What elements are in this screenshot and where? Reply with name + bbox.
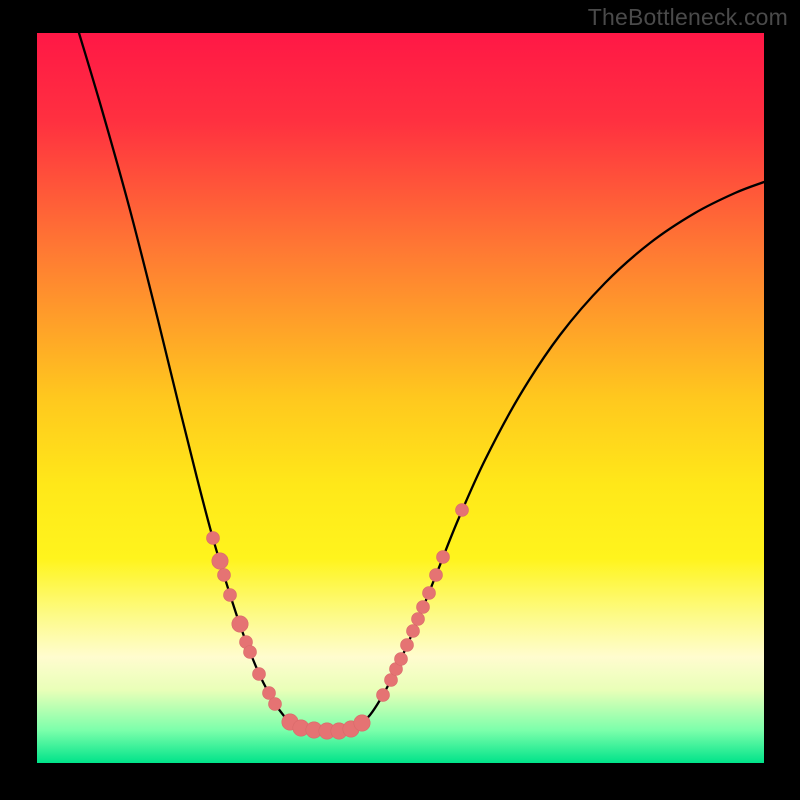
data-point [417, 601, 430, 614]
data-point [437, 551, 450, 564]
data-point [407, 625, 420, 638]
chart-stage: TheBottleneck.com [0, 0, 800, 800]
data-point [412, 613, 425, 626]
data-point [423, 587, 436, 600]
data-point [253, 668, 266, 681]
data-point [354, 715, 370, 731]
data-point [224, 589, 237, 602]
data-point [430, 569, 443, 582]
data-point [218, 569, 231, 582]
data-point [212, 553, 228, 569]
data-point [269, 698, 282, 711]
data-point [395, 653, 408, 666]
data-point [456, 504, 469, 517]
data-point [244, 646, 257, 659]
data-point [207, 532, 220, 545]
bottleneck-curve-chart [0, 0, 800, 800]
data-point [377, 689, 390, 702]
data-point [232, 616, 248, 632]
watermark-text: TheBottleneck.com [588, 4, 788, 31]
data-point [401, 639, 414, 652]
